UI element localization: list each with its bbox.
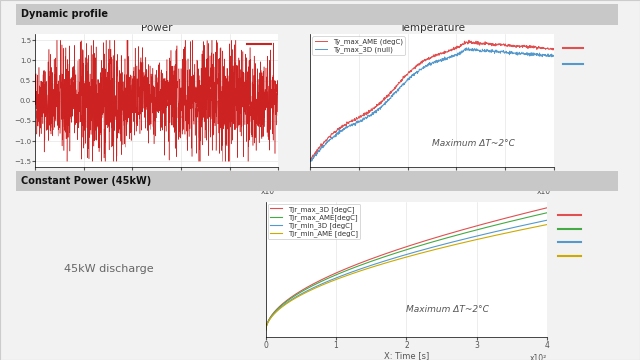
Tjr_min_AME [degC] [543,222,551,227]
Ty_max_AME (degC) [516,44,524,48]
Text: Constant Power (45kW): Constant Power (45kW) [21,176,152,186]
Tjr_min_AME [degC] [441,245,449,249]
Tjr_max_3D [degC] [426,237,433,242]
Tjr_min_3D [degC] [262,328,269,333]
Tjr_min_3D [degC] [426,246,433,250]
Tjr_max_3D [degC] [262,328,269,333]
Line: Tjr_min_3D [degC]: Tjr_min_3D [degC] [266,220,547,330]
Line: Tjr_min_AME [degC]: Tjr_min_AME [degC] [266,225,547,330]
Text: Maximum ΔT~2°C: Maximum ΔT~2°C [432,139,515,148]
Tjr_min_3D [degC] [433,244,440,248]
Ty_max_3D (null) [454,51,462,55]
Tjr_min_3D [degC] [476,233,483,238]
Text: Maximum ΔT~2°C: Maximum ΔT~2°C [406,305,489,314]
Text: x10³: x10³ [261,187,278,196]
Tjr_max_AME[degC] [279,302,287,306]
Tjr_max_AME[degC] [441,236,449,240]
Ty_max_3D (null) [461,48,469,52]
Tjr_min_AME [degC] [504,230,512,235]
Ty_max_3D (null) [492,49,499,54]
Ty_max_AME (degC) [465,38,473,42]
Ty_max_AME (degC) [307,157,314,162]
Tjr_max_3D [degC] [433,235,440,239]
Ty_max_3D (null) [516,53,524,57]
Tjr_min_3D [degC] [279,303,287,308]
X-axis label: X: Time [s]: X: Time [s] [410,182,454,191]
Line: Ty_max_3D (null): Ty_max_3D (null) [310,48,554,161]
Tjr_min_AME [degC] [476,237,483,241]
Tjr_max_3D [degC] [476,223,483,228]
Tjr_max_AME[degC] [426,241,433,245]
Tjr_max_AME[degC] [543,211,551,215]
Tjr_max_3D [degC] [504,215,512,220]
Tjr_min_AME [degC] [433,247,440,251]
Ty_max_3D (null) [321,142,329,147]
Title: Temperature: Temperature [399,23,465,33]
Tjr_min_AME [degC] [279,304,287,309]
Tjr_min_AME [degC] [262,328,269,333]
Line: Tjr_max_3D [degC]: Tjr_max_3D [degC] [266,208,547,330]
Tjr_max_3D [degC] [543,206,551,210]
Text: Dynamic profile: Dynamic profile [21,9,108,19]
Tjr_max_AME[degC] [504,220,512,224]
X-axis label: X: Time [s]: X: Time [s] [384,351,429,360]
Ty_max_3D (null) [448,54,456,58]
Ty_max_3D (null) [550,54,557,58]
Tjr_max_AME[degC] [262,328,269,333]
X-axis label: X: Time [s]: X: Time [s] [134,182,179,191]
Text: x10³: x10³ [536,187,554,196]
Tjr_max_AME[degC] [476,227,483,231]
Ty_max_AME (degC) [448,47,456,51]
Text: x10²: x10² [530,354,547,360]
Ty_max_AME (degC) [550,46,557,51]
Tjr_min_AME [degC] [426,249,433,253]
Tjr_min_3D [degC] [543,218,551,222]
Tjr_max_AME[degC] [433,239,440,243]
Ty_max_AME (degC) [461,41,469,46]
Ty_max_AME (degC) [492,44,499,48]
Title: Power: Power [141,23,173,33]
Ty_max_3D (null) [307,159,314,163]
Tjr_min_3D [degC] [441,242,449,246]
Ty_max_3D (null) [465,46,472,50]
Tjr_min_3D [degC] [504,226,512,231]
Legend: Tjr_max_3D [degC], Tjr_max_AME[degC], Tjr_min_3D [degC], Tjr_min_AME [degC]: Tjr_max_3D [degC], Tjr_max_AME[degC], Tj… [268,204,360,239]
Tjr_max_3D [degC] [279,301,287,306]
Line: Tjr_max_AME[degC]: Tjr_max_AME[degC] [266,213,547,330]
Ty_max_AME (degC) [321,139,329,143]
Tjr_max_3D [degC] [441,233,449,237]
Legend: Ty_max_AME (degC), Ty_max_3D (null): Ty_max_AME (degC), Ty_max_3D (null) [312,36,404,55]
Ty_max_AME (degC) [454,44,462,49]
Line: Ty_max_AME (degC): Ty_max_AME (degC) [310,40,554,159]
Text: 45kW discharge: 45kW discharge [63,264,153,274]
